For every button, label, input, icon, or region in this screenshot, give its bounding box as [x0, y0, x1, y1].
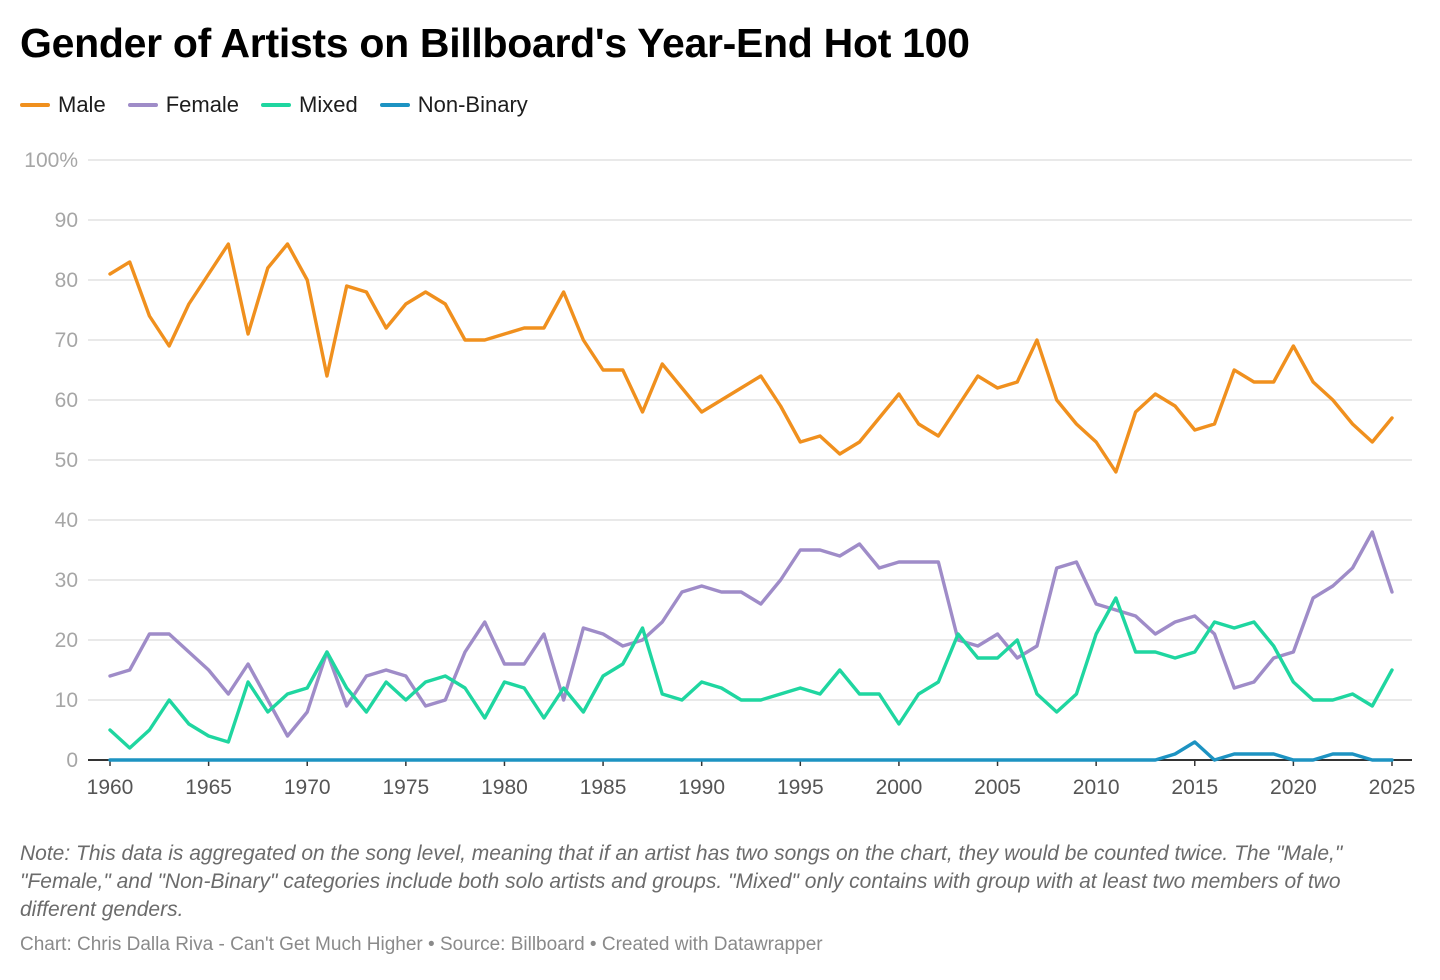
series-line-female — [108, 530, 1394, 738]
y-axis-ticks: 0 10 20 30 40 50 60 70 80 90 100% — [24, 149, 78, 772]
x-tick-label-1960: 1960 — [87, 776, 134, 799]
legend-label-mixed: Mixed — [299, 92, 358, 117]
legend-item-mixed: Mixed — [261, 92, 358, 118]
legend-item-male: Male — [20, 92, 106, 118]
legend-label-female: Female — [165, 92, 240, 117]
y-tick-label-20: 20 — [55, 629, 78, 652]
legend-swatch-mixed — [261, 103, 292, 107]
x-tick-label-1965: 1965 — [185, 776, 232, 799]
y-tick-label-80: 80 — [55, 269, 78, 292]
legend-label-male: Male — [58, 92, 106, 117]
x-tick-label-1985: 1985 — [580, 776, 627, 799]
y-tick-label-10: 10 — [55, 689, 78, 712]
y-tick-label-60: 60 — [55, 389, 78, 412]
legend-item-non-binary: Non-Binary — [379, 92, 528, 118]
legend-item-female: Female — [127, 92, 240, 118]
x-tick-label-2010: 2010 — [1073, 776, 1120, 799]
legend-swatch-non-binary — [379, 103, 410, 107]
y-tick-label-50: 50 — [55, 449, 78, 472]
x-tick-label-2005: 2005 — [974, 776, 1021, 799]
chart-credits: Chart: Chris Dalla Riva - Can't Get Much… — [20, 934, 823, 955]
x-tick-label-1970: 1970 — [284, 776, 331, 799]
series-line-mixed — [108, 596, 1394, 750]
chart-legend: Male Female Mixed Non-Binary — [20, 92, 550, 118]
x-tick-label-1975: 1975 — [382, 776, 429, 799]
y-tick-label-100: 100% — [24, 149, 78, 172]
y-tick-label-40: 40 — [55, 509, 78, 532]
x-axis-ticks: 1960 1965 1970 1975 1980 1985 1990 1995 2000 2005… — [87, 760, 1416, 799]
legend-swatch-male — [20, 103, 50, 107]
y-tick-label-0: 0 — [66, 749, 78, 772]
x-tick-label-2015: 2015 — [1171, 776, 1218, 799]
chart-note: Note: This data is aggregated on the son… — [20, 842, 1343, 921]
chart-title: Gender of Artists on Billboard's Year-En… — [20, 20, 970, 66]
series-line-male — [108, 242, 1394, 474]
y-tick-label-70: 70 — [55, 329, 78, 352]
x-tick-label-2000: 2000 — [876, 776, 923, 799]
x-tick-label-2020: 2020 — [1270, 776, 1317, 799]
legend-label-non-binary: Non-Binary — [417, 92, 528, 117]
legend-swatch-female — [127, 103, 158, 107]
x-tick-label-1980: 1980 — [481, 776, 528, 799]
x-tick-label-1995: 1995 — [777, 776, 824, 799]
x-tick-label-1990: 1990 — [678, 776, 725, 799]
grid-layer — [88, 159, 1412, 761]
series-layer — [108, 242, 1394, 762]
line-chart: 0 10 20 30 40 50 60 70 80 90 100% 1960 1965 1970 1975… — [24, 149, 1416, 799]
y-tick-label-30: 30 — [55, 569, 78, 592]
series-line-non-binary — [108, 740, 1394, 762]
y-tick-label-90: 90 — [55, 209, 78, 232]
x-tick-label-2025: 2025 — [1369, 776, 1416, 799]
